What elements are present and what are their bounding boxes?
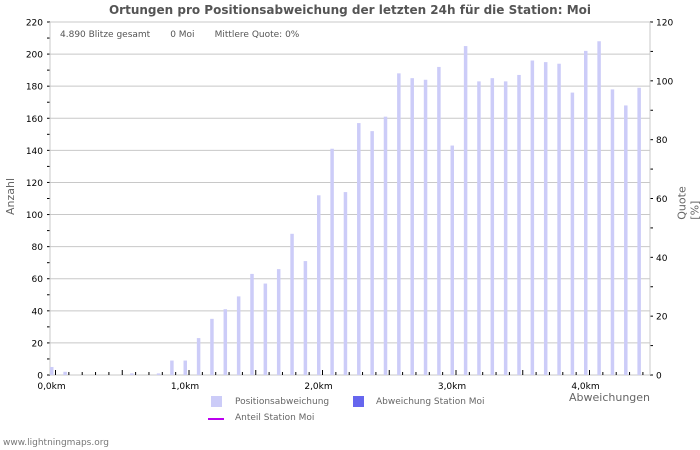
stats-station: 0 Moi [170,30,195,40]
svg-text:220: 220 [26,19,43,29]
svg-text:0: 0 [37,372,43,382]
stats-quote: Mittlere Quote: 0% [214,30,300,40]
svg-text:120: 120 [26,179,43,189]
svg-text:160: 160 [26,115,43,125]
svg-text:40: 40 [656,254,668,264]
svg-text:200: 200 [26,51,43,61]
svg-text:80: 80 [656,136,668,146]
svg-text:1,0km: 1,0km [171,382,199,392]
legend-swatch-station [353,396,364,407]
legend-label-station: Abweichung Station Moi [376,397,485,407]
svg-text:140: 140 [26,147,43,157]
svg-text:100: 100 [26,211,43,221]
svg-text:0: 0 [656,372,662,382]
stats-total: 4.890 Blitze gesamt [60,30,151,40]
svg-text:20: 20 [32,339,44,349]
legend-label-all: Positionsabweichung [235,397,330,407]
stats-line: 4.890 Blitze gesamt 0 Moi Mittlere Quote: … [60,30,319,40]
svg-text:4,0km: 4,0km [571,382,599,392]
chart-title: Ortungen pro Positionsabweichung der let… [108,3,591,17]
y-axis-left-label: Anzahl [4,177,18,216]
svg-text:80: 80 [32,243,44,253]
svg-text:180: 180 [26,83,43,93]
x-axis-label: Abweichungen [569,391,651,404]
legend-line-station [208,418,224,420]
svg-text:2,0km: 2,0km [304,382,332,392]
svg-text:120: 120 [656,19,673,29]
y-axis-right-label: Quote [%] [675,186,700,220]
svg-text:0,0km: 0,0km [37,382,65,392]
svg-text:60: 60 [32,275,44,285]
svg-text:100: 100 [656,77,673,87]
legend-label-line: Anteil Station Moi [235,413,315,423]
svg-text:40: 40 [32,307,44,317]
svg-text:3,0km: 3,0km [438,382,466,392]
svg-text:60: 60 [656,195,668,205]
svg-text:20: 20 [656,313,668,323]
legend-swatch-all [211,396,222,407]
footer-source: www.lightningmaps.org [3,438,109,448]
